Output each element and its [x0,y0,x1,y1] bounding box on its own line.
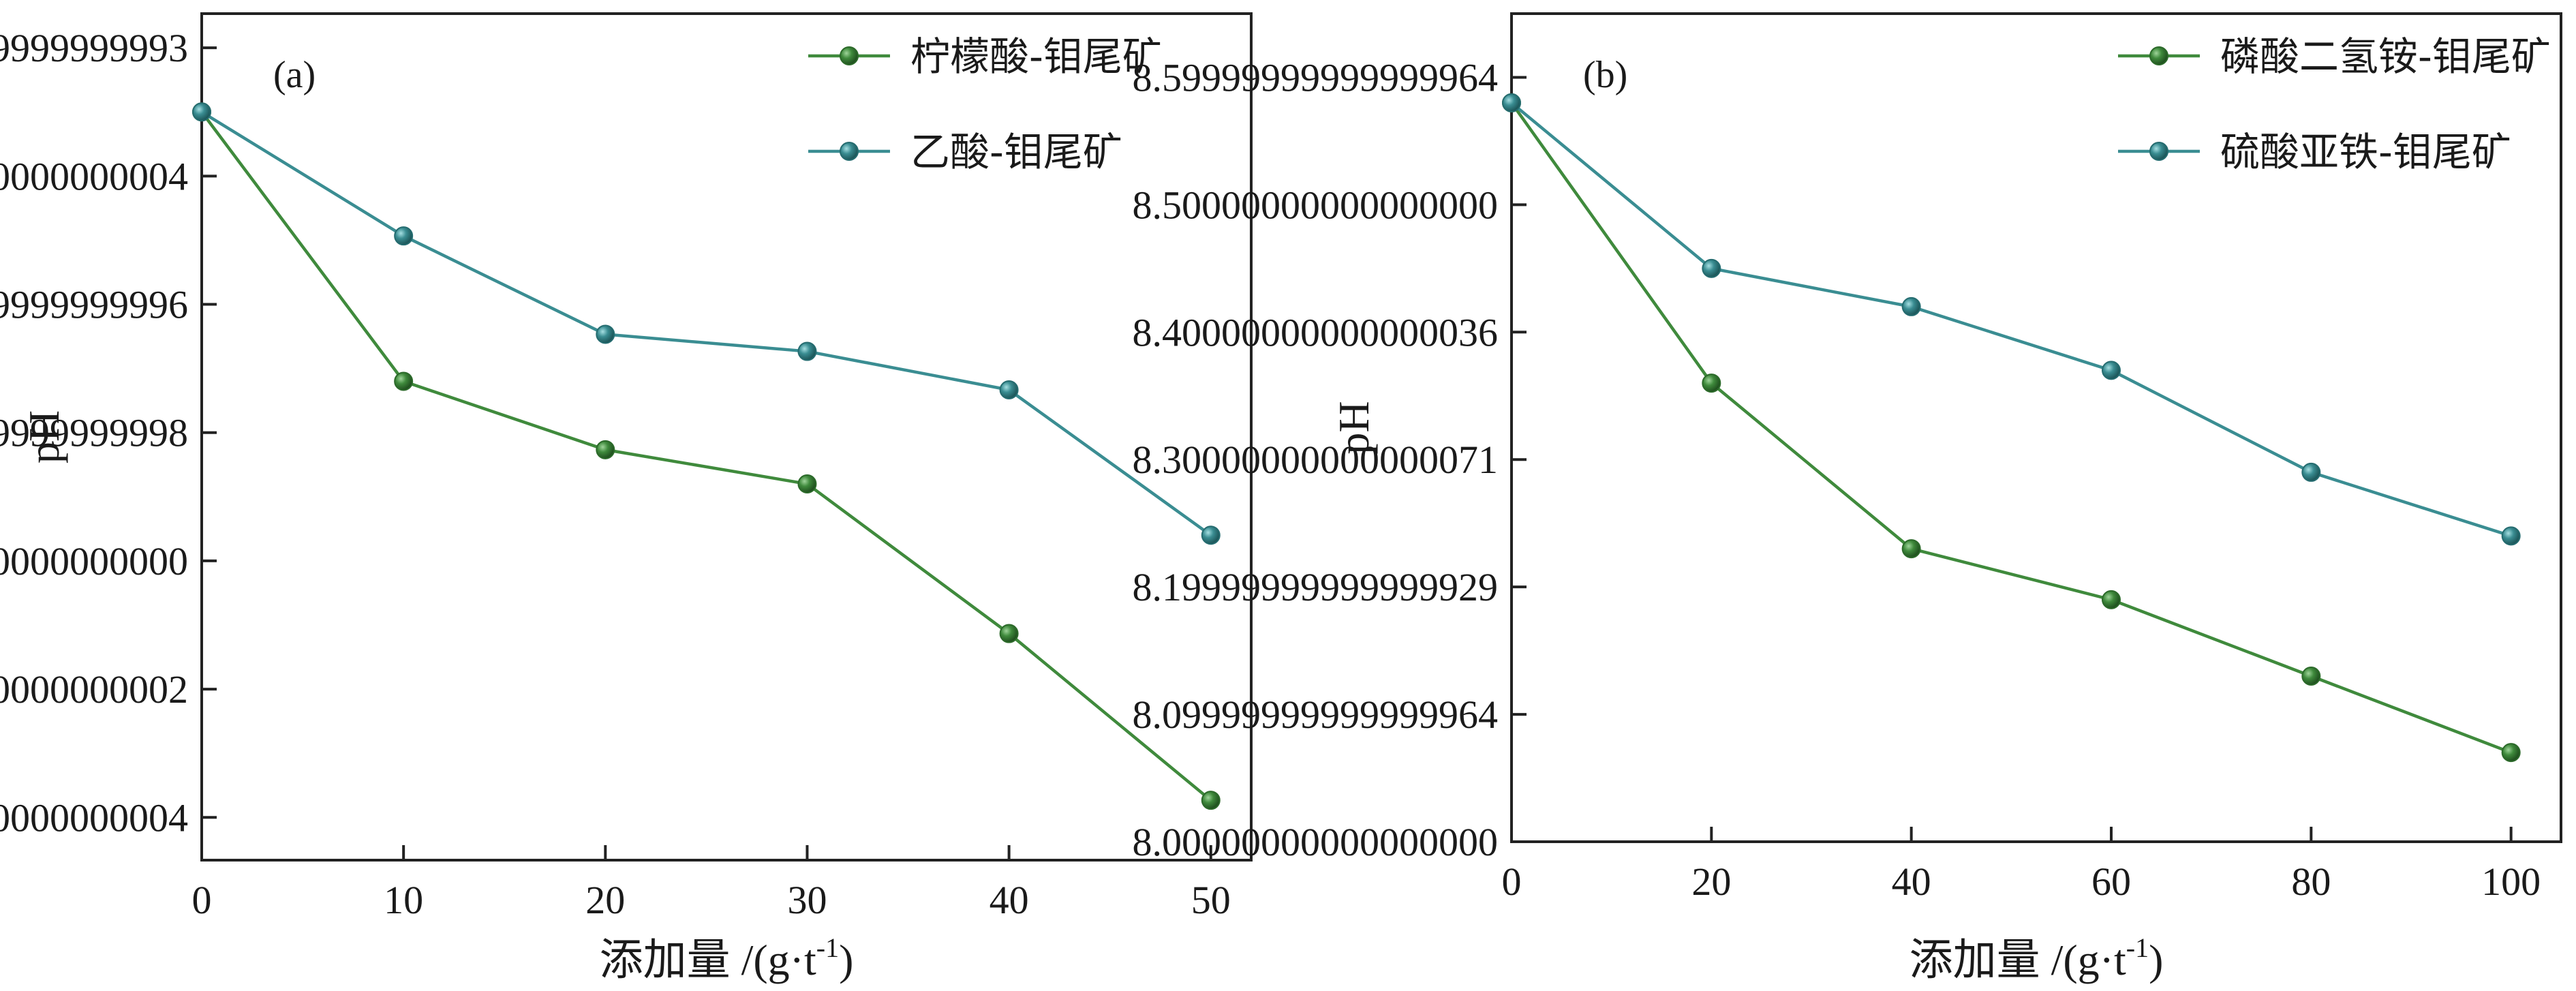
x-tick-label: 60 [2091,859,2131,904]
x-axis-b: 0 20 40 60 80 100 [1502,827,2541,904]
legend-marker-green [840,46,859,65]
y-tick-label: 8.00000000000000000 [1133,820,1499,864]
y-tick-label: 8.6999999999999993 [0,26,188,70]
x-tick-label: 20 [585,878,625,922]
data-point-teal [394,226,414,246]
panel-label-b: (b) [1583,54,1627,96]
y-tick-label: 7.2000000000000002 [0,667,188,712]
panel-label-a: (a) [273,54,316,96]
series-layer-b [1502,93,2521,763]
y-tick-label: 8.4000000000000004 [0,154,188,198]
data-point-teal [797,341,817,361]
y-axis-title-a: pH [20,410,68,463]
plot-area-b [1510,12,2562,843]
legend-label: 磷酸二氢铵-钼尾矿 [2220,33,2551,80]
y-axis-a: 6.9000000000000004 7.2000000000000002 7.50… [0,26,217,840]
x-tick-label: 30 [787,878,827,922]
data-point-green [2102,590,2121,609]
y-tick-label: 7.5000000000000000 [0,539,188,583]
data-point-teal [2501,526,2521,546]
data-point-green [1201,791,1221,810]
series-line-green [200,110,1212,802]
x-axis-title-b: 添加量 /(g·t-1) [1910,932,2164,984]
x-tick-label: 0 [1502,859,1522,904]
data-point-teal [2301,462,2321,482]
y-tick-label: 8.09999999999999964 [1133,692,1499,737]
data-point-green [999,624,1019,643]
y-tick-label: 8.0999999999999996 [0,283,188,327]
legend-marker-green [2149,46,2168,65]
data-point-green [1702,373,1721,393]
data-point-teal [999,380,1019,399]
legend-label: 乙酸-钼尾矿 [910,129,1122,175]
x-tick-label: 0 [192,878,212,922]
legend-label: 柠檬酸-钼尾矿 [910,33,1162,80]
y-tick-label: 8.19999999999999929 [1133,565,1499,609]
data-point-green [2301,667,2321,686]
x-tick-label: 40 [990,878,1029,922]
legend-marker-teal [840,142,859,161]
x-axis-title-a: 添加量 /(g·t-1) [600,932,854,984]
series-line-teal [200,110,1212,537]
x-tick-label: 40 [1892,859,1931,904]
x-tick-label: 100 [2481,859,2541,904]
data-point-green [394,371,414,391]
y-tick-label: 6.9000000000000004 [0,795,188,840]
x-tick-label: 20 [1691,859,1731,904]
y-tick-label: 7.7999999999999998 [0,411,188,455]
data-point-green [1901,539,1921,559]
chart-panel-b: 8.00000000000000000 8.09999999999999964 8.… [1133,12,2562,984]
x-tick-label: 10 [384,878,423,922]
series-line-green [1510,102,2512,754]
legend-label: 硫酸亚铁-钼尾矿 [2220,129,2511,175]
data-point-green [596,440,615,459]
data-point-teal [2102,361,2121,380]
plot-area-a [200,12,1253,862]
data-point-teal [1201,525,1221,545]
data-point-teal [1502,93,1521,112]
series-layer-a [192,102,1221,810]
y-axis-title-b: pH [1330,401,1378,454]
y-axis-b: 8.00000000000000000 8.09999999999999964 8.… [1133,55,1527,864]
data-point-green [2501,743,2521,763]
y-tick-label: 8.40000000000000036 [1133,310,1499,354]
data-point-teal [192,102,211,122]
y-tick-label: 8.30000000000000071 [1133,438,1499,482]
chart-panel-a: 6.9000000000000004 7.2000000000000002 7.50… [0,12,1253,984]
y-tick-label: 8.59999999999999964 [1133,55,1499,100]
data-point-teal [1702,258,1721,278]
series-line-teal [1510,102,2512,538]
x-tick-label: 50 [1191,878,1231,922]
data-point-teal [596,324,615,344]
x-tick-label: 80 [2291,859,2331,904]
x-axis-a: 0 10 20 30 40 50 [192,845,1231,922]
data-point-teal [1901,296,1921,316]
data-point-green [797,474,817,493]
legend-marker-teal [2149,142,2168,161]
y-tick-label: 8.50000000000000000 [1133,183,1499,227]
